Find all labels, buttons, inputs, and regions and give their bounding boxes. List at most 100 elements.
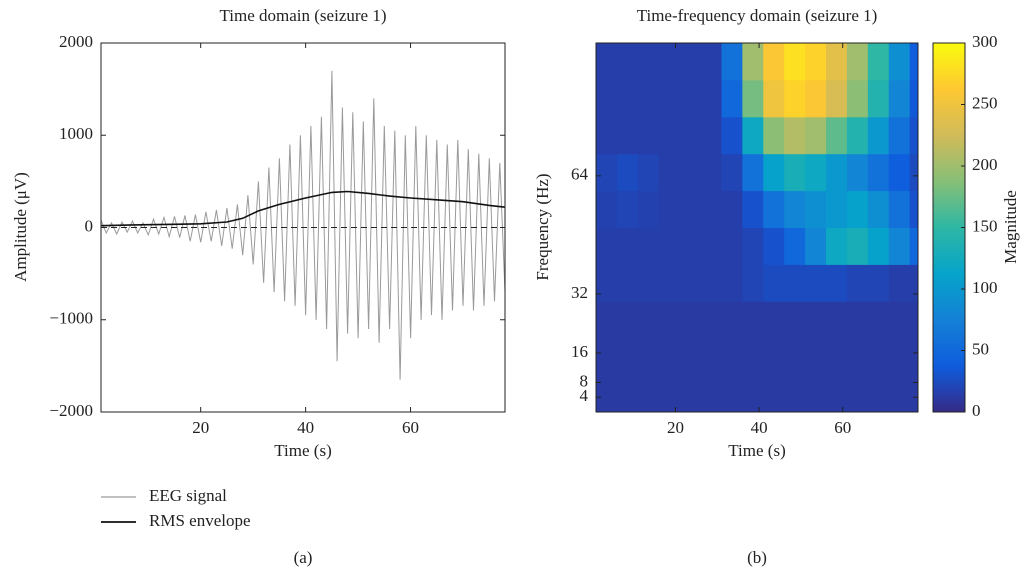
heatmap-cell — [700, 301, 722, 339]
heatmap-cell — [616, 375, 639, 412]
heatmap-cell — [826, 338, 848, 376]
heatmap-cell — [763, 190, 785, 228]
colorbar — [932, 42, 966, 413]
heatmap-cell — [867, 153, 890, 192]
heatmap-cell — [679, 227, 702, 265]
heatmap-cell — [888, 375, 911, 412]
heatmap-cell — [763, 116, 785, 155]
heatmap-cell — [888, 264, 911, 302]
heatmap-cell — [742, 190, 764, 228]
heatmap-cell — [846, 79, 869, 118]
heatmap-cell — [846, 301, 869, 339]
heatmap-cell — [721, 227, 743, 265]
caption: (b) — [747, 548, 767, 567]
heatmap-cell — [596, 116, 618, 155]
y-tick-label: 1000 — [59, 124, 93, 143]
heatmap-cell — [616, 190, 639, 228]
heatmap-cell — [637, 301, 660, 339]
y-tick-label: 8 — [580, 371, 589, 390]
heatmap-cell — [658, 264, 681, 302]
heatmap-cell — [742, 43, 764, 81]
y-tick-label: 4 — [580, 386, 589, 405]
heatmap-cell — [867, 116, 890, 155]
y-tick-label: 32 — [571, 283, 588, 302]
heatmap-cell — [805, 116, 827, 155]
heatmap-cell — [846, 190, 869, 228]
heatmap-cell — [805, 375, 827, 412]
heatmap-cell — [637, 79, 660, 118]
heatmap-cell — [596, 338, 618, 376]
heatmap-cell — [867, 375, 890, 412]
heatmap-cell — [679, 264, 702, 302]
heatmap-cell — [888, 227, 911, 265]
heatmap-cell — [658, 375, 681, 412]
heatmap-cell — [616, 301, 639, 339]
heatmap-cell — [867, 338, 890, 376]
heatmap — [596, 43, 918, 412]
colorbar-tick-label: 250 — [972, 93, 998, 112]
heatmap-cell — [826, 264, 848, 302]
heatmap-cell — [658, 153, 681, 192]
heatmap-cell — [637, 43, 660, 81]
colorbar-tick-label: 150 — [972, 216, 998, 235]
heatmap-cell — [742, 227, 764, 265]
heatmap-cell — [867, 43, 890, 81]
heatmap-cell — [637, 338, 660, 376]
heatmap-cell — [784, 264, 806, 302]
heatmap-cell — [721, 190, 743, 228]
heatmap-cell — [763, 338, 785, 376]
x-tick-label: 40 — [751, 418, 768, 437]
heatmap-cell — [658, 227, 681, 265]
heatmap-cell — [700, 227, 722, 265]
x-axis-label: Time (s) — [274, 441, 331, 460]
heatmap-cell — [909, 153, 918, 192]
x-tick-label: 20 — [667, 418, 684, 437]
heatmap-cell — [784, 375, 806, 412]
heatmap-cell — [826, 190, 848, 228]
legend-label: RMS envelope — [149, 511, 251, 530]
heatmap-cell — [700, 375, 722, 412]
heatmap-cell — [784, 43, 806, 81]
y-tick-label: −2000 — [49, 401, 93, 420]
heatmap-cell — [679, 190, 702, 228]
heatmap-cell — [805, 190, 827, 228]
heatmap-cell — [888, 43, 911, 81]
heatmap-cell — [784, 190, 806, 228]
heatmap-cell — [867, 264, 890, 302]
heatmap-cell — [846, 375, 869, 412]
heatmap-cell — [616, 153, 639, 192]
heatmap-cell — [596, 375, 618, 412]
heatmap-cell — [888, 338, 911, 376]
y-tick-label: 64 — [571, 165, 589, 184]
heatmap-cell — [700, 338, 722, 376]
colorbar-tick-label: 200 — [972, 155, 998, 174]
heatmap-cell — [763, 301, 785, 339]
heatmap-cell — [637, 264, 660, 302]
heatmap-cell — [826, 79, 848, 118]
heatmap-cell — [721, 79, 743, 118]
heatmap-cell — [909, 301, 918, 339]
heatmap-cell — [616, 79, 639, 118]
heatmap-cell — [700, 79, 722, 118]
heatmap-cell — [805, 338, 827, 376]
heatmap-cell — [846, 116, 869, 155]
heatmap-cell — [616, 43, 639, 81]
heatmap-cell — [700, 116, 722, 155]
x-tick-label: 60 — [834, 418, 851, 437]
heatmap-cell — [742, 338, 764, 376]
heatmap-cell — [867, 190, 890, 228]
heatmap-cell — [679, 301, 702, 339]
heatmap-cell — [826, 375, 848, 412]
heatmap-cell — [909, 79, 918, 118]
heatmap-cell — [679, 153, 702, 192]
heatmap-cell — [700, 43, 722, 81]
heatmap-cell — [763, 79, 785, 118]
heatmap-cell — [700, 264, 722, 302]
x-tick-label: 60 — [402, 418, 419, 437]
heatmap-cell — [637, 153, 660, 192]
heatmap-cell — [784, 338, 806, 376]
heatmap-cell — [679, 43, 702, 81]
x-tick-label: 20 — [192, 418, 209, 437]
y-tick-label: 2000 — [59, 32, 93, 51]
